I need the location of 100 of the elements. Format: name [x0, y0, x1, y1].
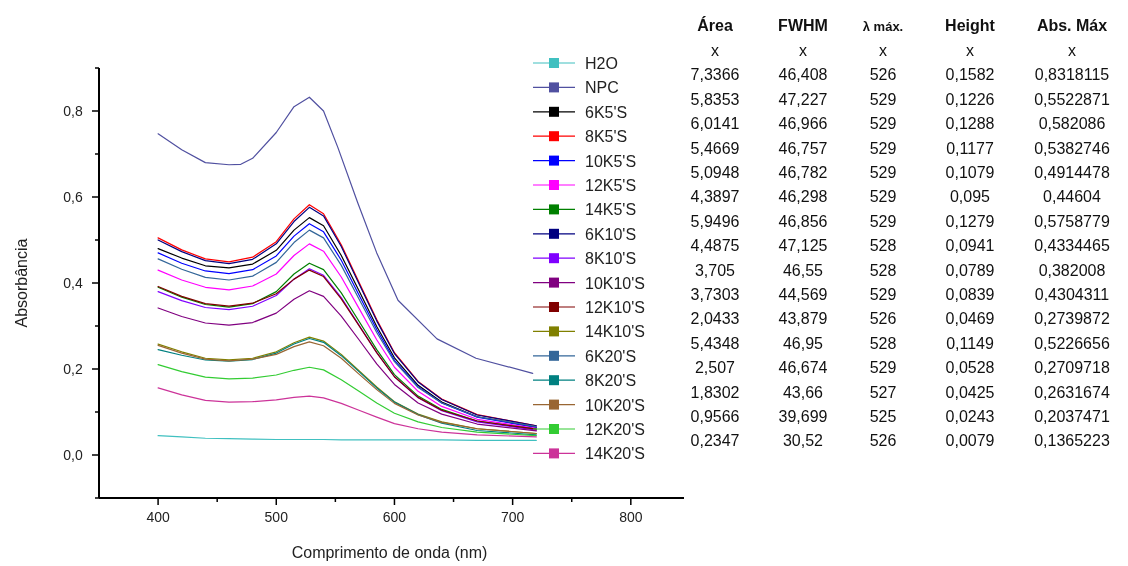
x-tick-label: 800 [619, 509, 643, 525]
text: 43,66 [782, 383, 824, 401]
legend-label: 10K20'S [585, 396, 645, 414]
legend-label: 14K20'S [585, 445, 645, 463]
text: 0,0941 [945, 237, 995, 255]
line-series [157, 364, 537, 437]
text: 0,1177 [946, 139, 994, 157]
text: 0,4914478 [1034, 164, 1110, 181]
text: 526 [869, 66, 897, 84]
text: 3,7303 [690, 286, 740, 303]
text: 6,0141 [690, 115, 740, 133]
line-series [157, 387, 537, 438]
text: 527 [869, 383, 897, 401]
text: 0,1279 [945, 212, 995, 230]
x-axis-title: Comprimento de onda (nm) [291, 544, 488, 561]
text: 2,0433 [690, 310, 740, 328]
y-tick-label: 0,8 [63, 103, 83, 119]
legend-label: 8K10'S [585, 250, 637, 268]
text: 1,8302 [690, 383, 740, 401]
text: 5,0948 [690, 164, 740, 181]
x-tick-label: 700 [500, 509, 525, 525]
text: 526 [869, 310, 897, 328]
text: 0,382008 [1038, 261, 1106, 279]
text: 5,4348 [690, 334, 740, 352]
text: 529 [869, 188, 897, 206]
text: 0,1288 [945, 115, 995, 133]
legend-label: 12K5'S [585, 177, 637, 194]
text: 0,8318115 [1034, 66, 1110, 84]
text: 39,699 [778, 408, 828, 425]
text: 0,44604 [1043, 188, 1102, 206]
text: Height [945, 17, 996, 34]
text: 0,9566 [690, 408, 740, 425]
text: 0,2709718 [1034, 359, 1110, 377]
text: 4,4875 [690, 237, 740, 255]
text: 525 [869, 408, 897, 425]
y-axis-title: Absorbância [13, 238, 30, 328]
text: 0,2347 [690, 432, 740, 450]
text: 0,582086 [1038, 115, 1106, 133]
text: Abs. Máx [1036, 17, 1108, 34]
text: 3,705 [694, 261, 736, 279]
text: 5,8353 [690, 90, 740, 108]
text: 46,856 [778, 212, 828, 230]
text: x [966, 42, 974, 59]
text: λ máx. [862, 19, 904, 34]
text: 529 [869, 286, 897, 303]
text: 46,55 [782, 261, 824, 279]
text: 529 [869, 115, 897, 133]
legend-label: 14K10'S [585, 323, 645, 341]
legend-label: 12K10'S [585, 299, 645, 316]
text: 0,0528 [945, 359, 995, 377]
legend-label: 10K10'S [585, 274, 645, 292]
text: 46,408 [778, 66, 828, 84]
text: 46,966 [778, 115, 828, 133]
text: 529 [869, 212, 897, 230]
text: 46,95 [782, 334, 824, 352]
text: 529 [869, 164, 897, 181]
y-tick-label: 0,0 [63, 447, 83, 463]
text: 0,1149 [946, 334, 994, 352]
text: 43,879 [778, 310, 828, 328]
text: x [879, 42, 887, 59]
legend-label: 10K5'S [585, 152, 637, 170]
text: 0,1365223 [1034, 432, 1110, 450]
text: x [1068, 42, 1076, 59]
text: 44,569 [778, 286, 828, 303]
text: 7,3366 [690, 66, 740, 84]
text: 528 [869, 237, 897, 255]
legend-label: 6K10'S [585, 225, 637, 243]
y-tick-label: 0,6 [63, 189, 83, 205]
text: 0,0079 [945, 432, 995, 450]
text: 47,227 [778, 90, 828, 108]
text: 0,1079 [945, 164, 995, 181]
text: 0,4304311 [1034, 286, 1110, 303]
legend-label: NPC [585, 79, 619, 97]
text: 30,52 [782, 432, 824, 450]
line-series [157, 96, 534, 374]
text: 2,507 [694, 359, 736, 377]
text: 4,3897 [690, 188, 740, 206]
legend-label: 8K20'S [585, 372, 637, 390]
text: 0,2631674 [1034, 383, 1110, 401]
x-tick-label: 400 [146, 509, 170, 525]
text: 46,298 [778, 188, 828, 206]
text: x [711, 42, 719, 59]
text: 0,095 [949, 188, 991, 206]
text: 529 [869, 139, 897, 157]
text: 5,4669 [690, 139, 740, 157]
text: 0,1582 [945, 66, 995, 84]
text: 0,5758779 [1034, 212, 1110, 230]
text: 47,125 [778, 237, 828, 255]
legend-label: 12K20'S [585, 421, 645, 438]
legend-label: 6K20'S [585, 347, 637, 365]
x-tick-label: 600 [382, 509, 407, 525]
y-tick-label: 0,2 [63, 361, 83, 377]
text: 5,9496 [690, 212, 740, 230]
y-tick-label: 0,4 [63, 275, 83, 291]
text: 0,4334465 [1034, 237, 1110, 255]
text: 0,0789 [945, 261, 995, 279]
text: 526 [869, 432, 897, 450]
text: 528 [869, 334, 897, 352]
text: 529 [869, 90, 897, 108]
text: 0,1226 [945, 90, 995, 108]
